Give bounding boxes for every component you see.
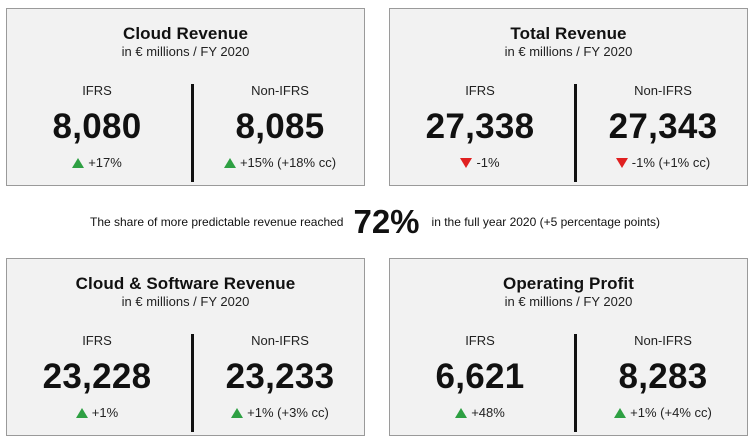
triangle-up-icon [455, 407, 468, 418]
triangle-down-icon [460, 157, 473, 168]
change-text: +1% [91, 405, 119, 420]
column-divider [191, 84, 194, 182]
non-ifrs-value: 8,085 [235, 107, 325, 146]
ifrs-value: 8,080 [52, 107, 142, 146]
change-text: -1% [476, 155, 500, 170]
ifrs-change: +1% [7, 405, 187, 420]
change-text: +17% [88, 155, 122, 170]
ifrs-change: +48% [390, 405, 570, 420]
ifrs-value: 23,228 [42, 357, 152, 396]
banner-percent: 72% [353, 203, 420, 240]
non-ifrs-label: Non-IFRS [251, 333, 309, 348]
change-text: +15% (+18% cc) [239, 155, 337, 170]
non-ifrs-column: Non-IFRS 27,343 -1% (+1% cc) [578, 9, 748, 185]
ifrs-label: IFRS [465, 83, 495, 98]
banner-prefix: The share of more predictable revenue re… [89, 215, 344, 229]
non-ifrs-value: 23,233 [225, 357, 335, 396]
triangle-up-icon [614, 407, 627, 418]
non-ifrs-change: +15% (+18% cc) [195, 155, 365, 170]
triangle-up-icon [223, 157, 236, 168]
card-title: Total Revenue [510, 24, 627, 43]
ifrs-value: 6,621 [435, 357, 525, 396]
card-subtitle: in € millions / FY 2020 [121, 44, 250, 59]
change-text: +48% [471, 405, 505, 420]
ifrs-column: IFRS 23,228 +1% [7, 259, 187, 435]
non-ifrs-label: Non-IFRS [251, 83, 309, 98]
predictable-revenue-banner: The share of more predictable revenue re… [0, 198, 750, 246]
card-title: Operating Profit [503, 274, 634, 293]
column-divider [191, 334, 194, 432]
non-ifrs-value: 27,343 [608, 107, 718, 146]
non-ifrs-change: +1% (+3% cc) [195, 405, 365, 420]
non-ifrs-change: -1% (+1% cc) [578, 155, 748, 170]
ifrs-column: IFRS 8,080 +17% [7, 9, 187, 185]
triangle-up-icon [231, 407, 244, 418]
cloud-revenue-card: Cloud Revenue in € millions / FY 2020 IF… [6, 8, 365, 186]
non-ifrs-column: Non-IFRS 8,085 +15% (+18% cc) [195, 9, 365, 185]
ifrs-value: 27,338 [425, 107, 535, 146]
non-ifrs-column: Non-IFRS 23,233 +1% (+3% cc) [195, 259, 365, 435]
ifrs-change: -1% [390, 155, 570, 170]
change-text: +1% (+4% cc) [630, 405, 712, 420]
cloud-software-revenue-card: Cloud & Software Revenue in € millions /… [6, 258, 365, 436]
column-divider [574, 334, 577, 432]
ifrs-column: IFRS 6,621 +48% [390, 259, 570, 435]
column-divider [574, 84, 577, 182]
banner-suffix: in the full year 2020 (+5 percentage poi… [431, 215, 661, 229]
non-ifrs-value: 8,283 [618, 357, 708, 396]
ifrs-label: IFRS [465, 333, 495, 348]
card-title: Cloud & Software Revenue [75, 274, 296, 293]
triangle-down-icon [615, 157, 628, 168]
operating-profit-card: Operating Profit in € millions / FY 2020… [389, 258, 748, 436]
ifrs-label: IFRS [82, 83, 112, 98]
non-ifrs-change: +1% (+4% cc) [578, 405, 748, 420]
triangle-up-icon [75, 407, 88, 418]
change-text: -1% (+1% cc) [631, 155, 711, 170]
change-text: +1% (+3% cc) [247, 405, 329, 420]
card-subtitle: in € millions / FY 2020 [504, 294, 633, 309]
total-revenue-card: Total Revenue in € millions / FY 2020 IF… [389, 8, 748, 186]
ifrs-column: IFRS 27,338 -1% [390, 9, 570, 185]
non-ifrs-label: Non-IFRS [634, 333, 692, 348]
ifrs-change: +17% [7, 155, 187, 170]
triangle-up-icon [72, 157, 85, 168]
card-subtitle: in € millions / FY 2020 [504, 44, 633, 59]
card-title: Cloud Revenue [122, 24, 249, 43]
ifrs-label: IFRS [82, 333, 112, 348]
card-subtitle: in € millions / FY 2020 [121, 294, 250, 309]
non-ifrs-label: Non-IFRS [634, 83, 692, 98]
non-ifrs-column: Non-IFRS 8,283 +1% (+4% cc) [578, 259, 748, 435]
